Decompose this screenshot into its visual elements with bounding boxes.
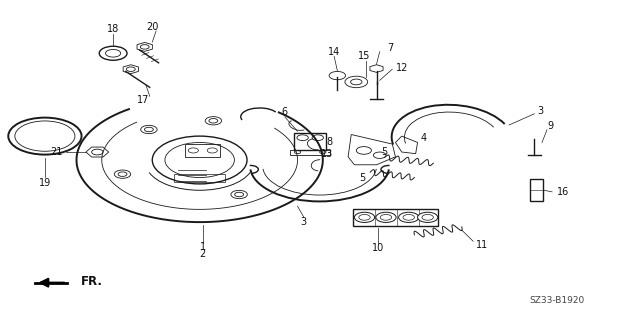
Circle shape [399, 212, 419, 222]
Text: 16: 16 [556, 187, 569, 197]
Circle shape [354, 212, 375, 222]
Text: 5: 5 [359, 172, 365, 182]
Circle shape [418, 212, 438, 222]
Circle shape [188, 148, 198, 153]
Text: 3: 3 [301, 217, 307, 227]
Bar [530, 179, 542, 201]
Text: 10: 10 [372, 243, 384, 253]
Text: 17: 17 [137, 95, 149, 105]
Text: 15: 15 [358, 52, 371, 61]
Bar [294, 133, 326, 150]
Text: 13: 13 [321, 148, 334, 159]
Bar [353, 209, 439, 226]
Text: 9: 9 [547, 121, 553, 131]
Text: 14: 14 [328, 47, 341, 57]
Text: 5: 5 [382, 147, 388, 157]
Text: SZ33-B1920: SZ33-B1920 [529, 296, 584, 305]
Text: 8: 8 [326, 138, 332, 148]
Text: 12: 12 [396, 63, 408, 73]
Text: FR.: FR. [81, 275, 103, 288]
Text: 6: 6 [282, 107, 288, 117]
Text: 11: 11 [476, 240, 488, 250]
Bar [174, 174, 225, 182]
Text: 2: 2 [199, 249, 206, 259]
Bar [290, 150, 330, 155]
Circle shape [376, 212, 396, 222]
Text: 21: 21 [50, 147, 63, 157]
Text: 1: 1 [200, 242, 206, 252]
Circle shape [207, 148, 217, 153]
Text: 19: 19 [39, 178, 51, 188]
Text: 18: 18 [107, 24, 119, 34]
Text: 4: 4 [421, 133, 427, 143]
Text: 7: 7 [387, 43, 394, 52]
Bar [185, 144, 220, 157]
Text: 20: 20 [146, 22, 158, 32]
Text: 3: 3 [537, 106, 544, 116]
